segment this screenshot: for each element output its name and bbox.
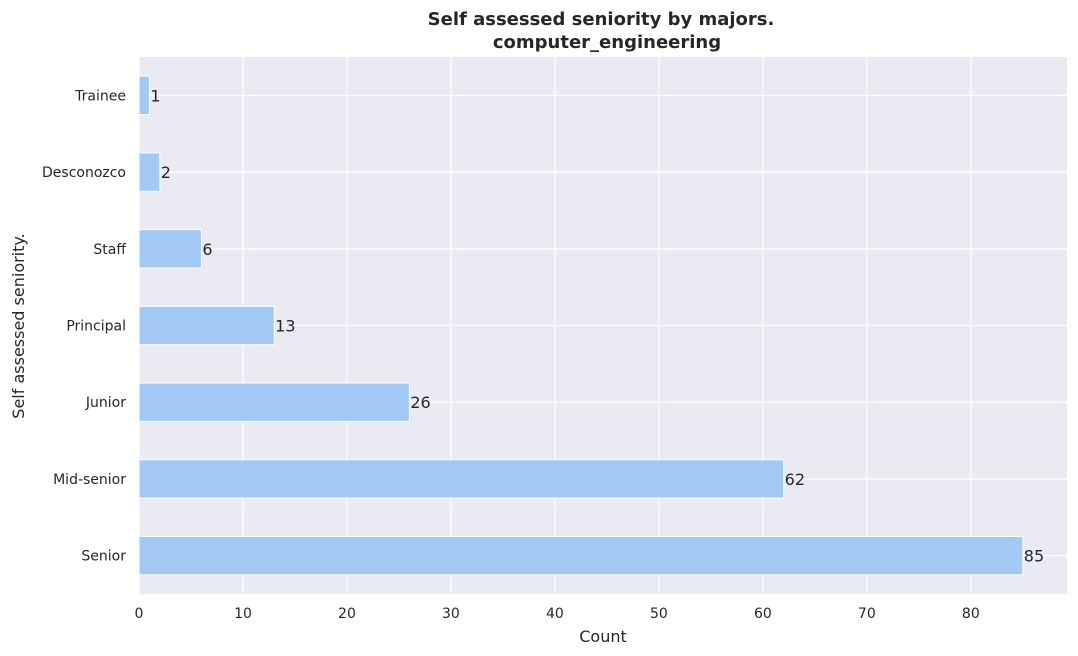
data-label: 85 — [1024, 547, 1044, 566]
y-tick-label: Desconozco — [42, 165, 126, 181]
chart-subtitle: computer_engineering — [493, 32, 721, 53]
bar-trainee — [138, 75, 150, 116]
data-label: 62 — [785, 470, 805, 489]
x-tick-labels: 0 10 20 30 40 50 60 70 80 — [135, 606, 980, 622]
x-tick-label: 60 — [754, 606, 772, 622]
bar-staff — [138, 229, 202, 269]
data-label: 13 — [275, 317, 295, 336]
x-tick-label: 30 — [442, 606, 460, 622]
x-tick-label: 50 — [650, 606, 668, 622]
y-tick-label: Senior — [81, 549, 126, 565]
x-tick-label: 0 — [135, 606, 144, 622]
data-label: 26 — [410, 393, 430, 412]
y-tick-label: Junior — [85, 395, 126, 411]
y-axis-label: Self assessed seniority. — [9, 233, 28, 418]
y-tick-label: Staff — [93, 242, 126, 258]
bar-senior — [138, 535, 1024, 576]
y-tick-label: Mid-senior — [53, 472, 126, 488]
chart-title: Self assessed seniority by majors. — [428, 9, 775, 30]
x-tick-label: 20 — [338, 606, 356, 622]
y-tick-label: Principal — [66, 319, 126, 335]
data-label: 2 — [161, 163, 171, 182]
y-tick-label: Trainee — [74, 88, 126, 104]
bars — [138, 75, 1024, 576]
y-tick-labels: Senior Mid-senior Junior Principal Staff Desc… — [42, 88, 126, 564]
data-label: 1 — [150, 86, 160, 105]
data-label: 6 — [202, 240, 212, 259]
x-tick-label: 80 — [962, 606, 980, 622]
x-tick-label: 10 — [234, 606, 252, 622]
bar-principal — [138, 305, 275, 346]
bar-mid-senior — [138, 459, 785, 499]
bar-junior — [138, 382, 410, 422]
x-tick-label: 70 — [858, 606, 876, 622]
x-axis-label: Count — [579, 627, 627, 646]
bar-desconozco — [138, 152, 161, 192]
x-tick-label: 40 — [546, 606, 564, 622]
